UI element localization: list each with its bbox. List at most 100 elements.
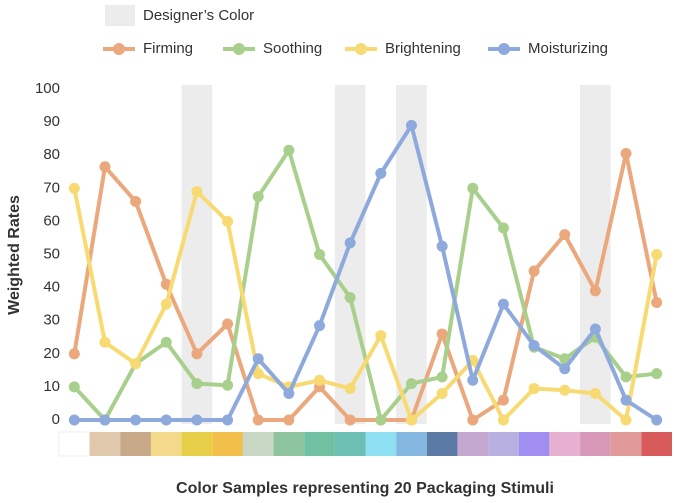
data-point (620, 371, 632, 383)
data-point (559, 229, 571, 241)
data-point (252, 368, 264, 380)
color-swatch (641, 432, 672, 456)
data-point (405, 414, 417, 426)
legend-marker (113, 43, 125, 55)
data-point (436, 388, 448, 400)
data-point (344, 383, 356, 395)
legend-marker (498, 43, 510, 55)
data-point (651, 414, 663, 426)
data-point (405, 378, 417, 390)
data-point (68, 182, 80, 194)
data-point (283, 144, 295, 156)
legend-label: Soothing (263, 40, 322, 57)
data-point (620, 414, 632, 426)
data-point (130, 196, 142, 208)
color-swatch (58, 431, 91, 457)
data-point (467, 414, 479, 426)
legend-marker (233, 43, 245, 55)
data-point (620, 394, 632, 406)
data-point (252, 353, 264, 365)
data-point (620, 148, 632, 160)
data-point (436, 371, 448, 383)
y-tick-label: 60 (43, 212, 60, 229)
color-swatch (89, 432, 121, 456)
color-swatch (426, 432, 458, 456)
data-point (467, 374, 479, 386)
data-point (375, 330, 387, 342)
data-point (467, 182, 479, 194)
y-tick-label: 50 (43, 245, 60, 262)
y-axis-title: Weighted Rates (6, 195, 23, 315)
data-point (497, 222, 509, 234)
x-axis-title: Color Samples representing 20 Packaging … (176, 480, 554, 497)
data-point (344, 237, 356, 249)
data-point (222, 379, 234, 391)
color-swatch (334, 432, 366, 456)
highlight-band (580, 85, 611, 424)
data-point (222, 318, 234, 330)
data-point (68, 414, 80, 426)
color-swatch (242, 432, 274, 456)
data-point (252, 414, 264, 426)
data-point (191, 348, 203, 360)
data-point (497, 394, 509, 406)
data-point (375, 414, 387, 426)
color-swatch (457, 432, 489, 456)
data-point (589, 323, 601, 335)
legend-label: Moisturizing (528, 40, 608, 57)
data-point (130, 414, 142, 426)
y-tick-label: 40 (43, 279, 60, 296)
color-swatch (304, 432, 335, 456)
data-point (222, 215, 234, 227)
data-point (559, 363, 571, 375)
data-point (283, 414, 295, 426)
y-tick-label: 10 (43, 378, 60, 395)
data-point (191, 414, 203, 426)
data-point (651, 249, 663, 260)
data-point (99, 161, 111, 173)
data-point (252, 191, 264, 203)
y-tick-label: 20 (43, 345, 60, 362)
data-point (99, 336, 111, 348)
series-line (72, 151, 659, 422)
data-point (99, 414, 111, 426)
color-swatch (273, 432, 305, 456)
y-tick-label: 100 (35, 80, 60, 97)
highlight-bands (181, 85, 611, 424)
data-point (528, 383, 540, 395)
data-point (559, 353, 571, 365)
highlight-band (396, 85, 427, 424)
data-point (528, 265, 540, 277)
data-point (559, 384, 571, 396)
data-point (191, 378, 203, 390)
data-point (497, 414, 509, 426)
legend-label: Designer’s Color (143, 7, 254, 24)
data-point (497, 298, 509, 310)
color-swatch (212, 432, 243, 456)
color-swatch (120, 432, 151, 456)
color-swatch (181, 432, 213, 456)
data-point (283, 388, 295, 400)
legend-swatch (105, 5, 135, 26)
data-point (375, 167, 387, 179)
color-swatch (518, 432, 550, 456)
data-point (314, 374, 326, 386)
color-swatch (580, 432, 611, 456)
legend-marker (355, 43, 367, 55)
data-point (160, 336, 172, 348)
data-point (436, 328, 448, 340)
data-point (344, 414, 356, 426)
color-swatch (396, 432, 427, 456)
y-tick-label: 90 (43, 113, 60, 130)
data-point (436, 240, 448, 252)
data-point (589, 285, 601, 297)
data-point (222, 414, 234, 426)
data-point (405, 119, 417, 131)
data-point (651, 368, 663, 380)
y-tick-label: 80 (43, 146, 60, 163)
color-swatch (549, 432, 581, 456)
color-swatch (610, 432, 642, 456)
color-swatch (488, 432, 519, 456)
